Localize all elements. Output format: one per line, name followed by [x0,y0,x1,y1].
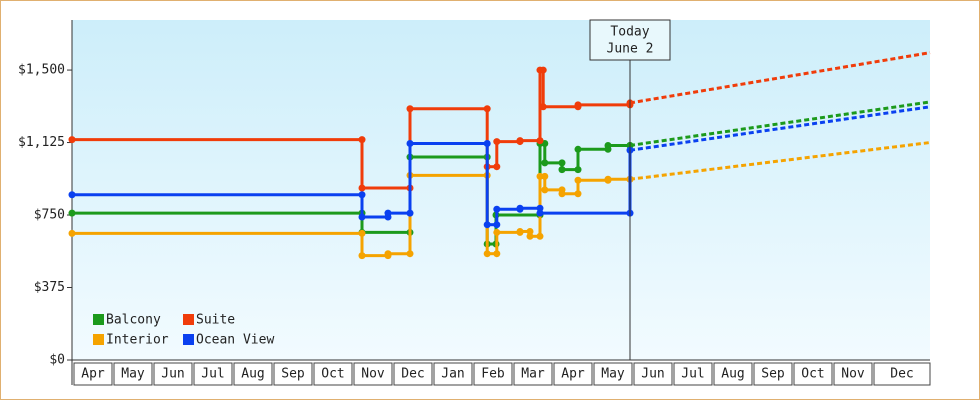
x-tick-label: Jun [641,367,664,382]
projection [629,100,931,147]
x-tick-label: Nov [841,367,865,382]
x-tick-label: Nov [361,367,385,382]
x-tick-label: Jul [201,367,224,382]
projection [629,141,931,181]
point [558,159,566,167]
month-cell [713,362,753,386]
series [68,105,931,229]
month-cell [193,362,233,386]
plot-area [72,20,930,360]
point [358,191,366,199]
today-box [589,19,671,61]
x-tick-label: Oct [801,367,824,382]
y-tick-label: $750 [34,208,65,223]
point [483,140,491,148]
month-cell [753,362,793,386]
y-tick-label: $375 [34,280,65,295]
x-tick-label: Apr [561,367,585,382]
x-tick-label: Aug [721,367,744,382]
month-cell [673,362,713,386]
point [493,163,501,171]
month-cell [593,362,633,386]
legend-label: Interior [106,333,169,348]
month-cell [113,362,153,386]
x-tick-label: Oct [321,367,344,382]
x-tick-label: Sep [761,367,785,382]
point [536,232,544,240]
point [574,166,582,174]
legend-label: Ocean View [196,333,274,348]
point [493,250,501,258]
point [541,172,549,180]
point [539,66,547,74]
month-cell [553,362,593,386]
x-tick-label: May [121,367,145,382]
month-cell [513,362,553,386]
month-cell [353,362,393,386]
month-cell [793,362,833,386]
point [358,136,366,144]
legend-swatch [183,334,194,345]
point [406,250,414,258]
legend-swatch [183,314,194,325]
month-cell [873,362,931,386]
month-cell [833,362,873,386]
x-tick-label: Jun [161,367,184,382]
legend-label: Balcony [106,313,161,328]
point [358,229,366,237]
x-tick-label: Dec [890,367,913,382]
month-cell [73,362,113,386]
x-tick-label: Aug [241,367,264,382]
point [526,227,534,235]
month-cell [473,362,513,386]
legend-swatch [93,334,104,345]
legend-label: Suite [196,313,235,328]
x-tick-label: Sep [281,367,305,382]
x-tick-label: Dec [401,367,424,382]
point [406,209,414,217]
projection [629,105,931,152]
month-cell [153,362,193,386]
point [536,137,544,145]
today-label: Today [610,25,649,40]
series [68,141,931,260]
point [483,105,491,113]
point [536,204,544,212]
projection [629,51,931,105]
legend-swatch [93,314,104,325]
y-tick-label: $1,125 [18,135,65,150]
y-tick-label: $0 [49,353,65,368]
month-cell [393,362,433,386]
x-tick-label: Jan [441,367,464,382]
month-cell [233,362,273,386]
month-cell [313,362,353,386]
month-cell [433,362,473,386]
x-tick-label: Jul [681,367,704,382]
point [574,190,582,198]
x-tick-label: May [601,367,625,382]
month-cell [633,362,673,386]
x-tick-label: Mar [521,367,545,382]
y-tick-label: $1,500 [18,63,65,78]
point [493,221,501,229]
month-cell [273,362,313,386]
today-label: June 2 [607,42,654,57]
layer: $0 $375 $750 $1,125 $1,500 Apr May Jun Jul Aug Sep… [18,19,931,386]
x-tick-label: Apr [81,367,105,382]
x-tick-label: Feb [481,367,505,382]
